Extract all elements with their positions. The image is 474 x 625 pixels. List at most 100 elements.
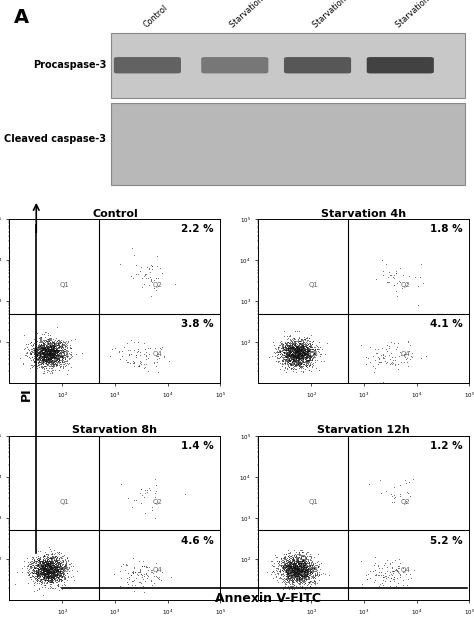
Point — [268, 351, 275, 361]
Point — [60, 352, 67, 362]
Point — [45, 349, 53, 359]
Point — [279, 571, 286, 581]
Point — [38, 561, 46, 571]
Point — [47, 574, 55, 584]
Point — [37, 336, 45, 346]
Point — [62, 562, 70, 572]
Point — [45, 350, 53, 360]
Point — [47, 566, 55, 576]
Point — [55, 355, 63, 365]
Point — [294, 348, 301, 358]
Point — [52, 343, 60, 353]
Point — [291, 344, 299, 354]
Point — [34, 342, 41, 352]
Point — [285, 572, 292, 582]
Point — [45, 344, 53, 354]
Point — [136, 358, 144, 368]
Point — [300, 346, 307, 356]
Point — [299, 554, 307, 564]
Point — [34, 348, 42, 358]
Point — [303, 566, 311, 576]
Point — [284, 349, 292, 359]
Point — [48, 342, 56, 352]
Point — [50, 341, 58, 351]
Point — [300, 571, 307, 581]
Point — [44, 346, 52, 356]
Point — [40, 346, 48, 356]
Point — [43, 564, 50, 574]
Point — [44, 561, 51, 571]
Point — [299, 548, 306, 558]
Point — [111, 344, 118, 354]
Point — [288, 350, 296, 360]
Point — [320, 356, 328, 366]
Point — [282, 562, 289, 572]
Point — [298, 570, 306, 580]
Point — [47, 352, 55, 362]
Point — [284, 568, 292, 578]
Point — [148, 261, 156, 271]
Point — [315, 569, 322, 579]
Point — [284, 572, 292, 582]
Point — [49, 563, 56, 573]
Point — [48, 549, 56, 559]
Point — [44, 556, 51, 566]
Point — [36, 578, 43, 587]
Point — [284, 563, 292, 573]
Point — [34, 564, 42, 574]
Point — [290, 558, 297, 568]
Point — [295, 348, 302, 358]
Point — [153, 480, 160, 490]
Point — [61, 573, 69, 583]
Point — [300, 343, 308, 353]
Point — [282, 558, 290, 568]
Point — [282, 579, 290, 589]
Point — [280, 556, 287, 566]
Point — [296, 348, 303, 358]
Point — [130, 562, 137, 572]
Point — [43, 559, 50, 569]
Point — [302, 349, 310, 359]
Point — [51, 357, 59, 367]
Point — [41, 352, 48, 362]
Point — [47, 344, 55, 354]
Point — [59, 342, 67, 352]
Point — [140, 561, 148, 571]
Point — [34, 572, 42, 582]
Point — [50, 567, 57, 577]
Point — [285, 344, 292, 354]
Point — [52, 345, 60, 355]
Point — [296, 351, 303, 361]
Point — [285, 564, 293, 574]
Point — [296, 362, 304, 372]
Point — [61, 341, 69, 351]
Point — [54, 347, 61, 357]
Point — [298, 571, 305, 581]
Point — [301, 341, 309, 351]
Point — [311, 347, 319, 357]
Point — [304, 339, 311, 349]
Point — [33, 560, 40, 570]
Point — [31, 356, 38, 366]
Point — [294, 341, 302, 351]
Point — [56, 341, 64, 351]
Point — [287, 348, 295, 358]
Point — [305, 557, 313, 567]
Point — [139, 574, 146, 584]
Point — [302, 567, 310, 577]
Point — [306, 350, 314, 360]
Point — [292, 343, 299, 353]
Point — [37, 351, 45, 361]
Point — [48, 560, 56, 570]
Point — [298, 341, 305, 351]
Point — [36, 562, 44, 572]
Point — [49, 352, 57, 362]
Point — [299, 576, 306, 586]
Point — [291, 570, 298, 580]
Point — [44, 359, 51, 369]
Point — [50, 351, 57, 361]
Point — [27, 346, 35, 356]
Point — [301, 572, 308, 582]
Point — [34, 340, 42, 350]
Point — [46, 568, 54, 578]
